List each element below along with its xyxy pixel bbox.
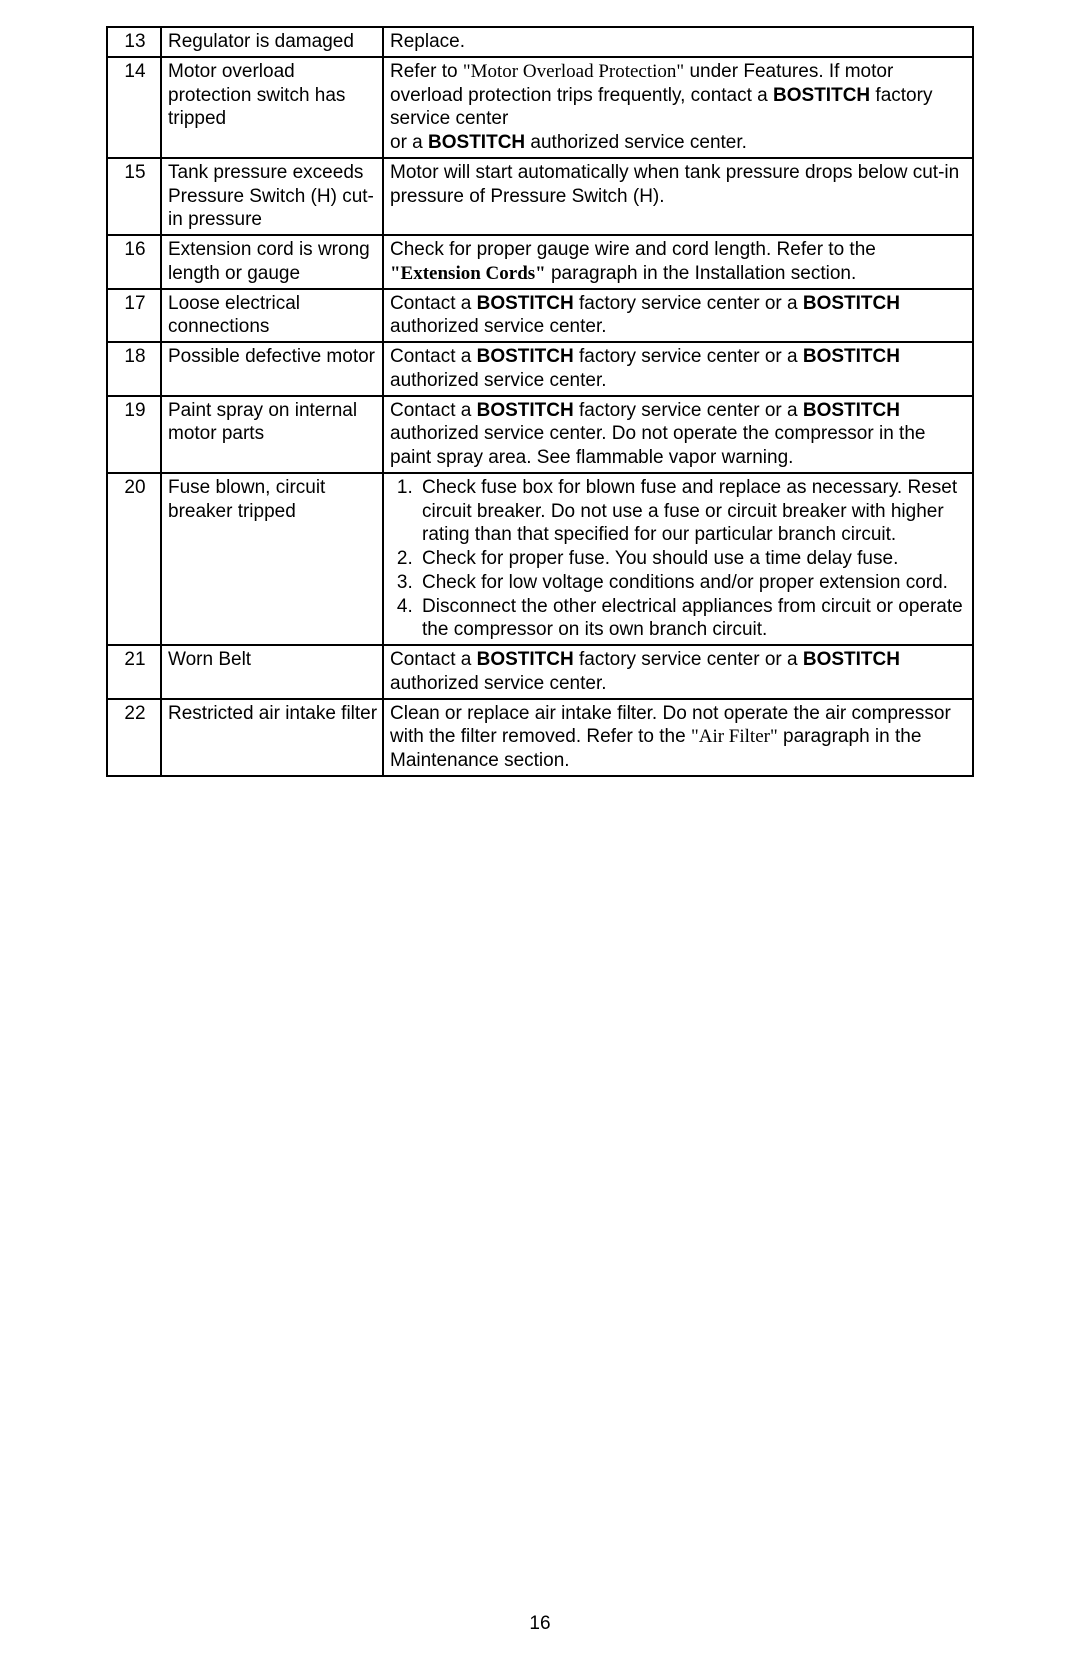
row-solution: Clean or replace air intake filter. Do n… (383, 699, 973, 776)
table-row: 19Paint spray on internal motor partsCon… (107, 396, 973, 473)
table-row: 15Tank pressure exceeds Pressure Switch … (107, 158, 973, 235)
row-solution: Check fuse box for blown fuse and replac… (383, 473, 973, 645)
row-number: 17 (107, 289, 161, 343)
row-number: 21 (107, 645, 161, 699)
row-cause: Restricted air intake filter (161, 699, 383, 776)
row-solution: Replace. (383, 27, 973, 57)
row-cause: Regulator is damaged (161, 27, 383, 57)
solution-list-item: Disconnect the other electrical applianc… (418, 595, 968, 643)
row-cause: Tank pressure exceeds Pressure Switch (H… (161, 158, 383, 235)
row-solution: Contact a BOSTITCH factory service cente… (383, 289, 973, 343)
row-cause: Loose electrical connections (161, 289, 383, 343)
row-solution: Contact a BOSTITCH factory service cente… (383, 342, 973, 396)
row-solution: Check for proper gauge wire and cord len… (383, 235, 973, 289)
table-row: 16Extension cord is wrong length or gaug… (107, 235, 973, 289)
row-solution: Contact a BOSTITCH factory service cente… (383, 645, 973, 699)
row-solution: Contact a BOSTITCH factory service cente… (383, 396, 973, 473)
row-solution: Refer to "Motor Overload Protection" und… (383, 57, 973, 158)
row-number: 20 (107, 473, 161, 645)
table-row: 14Motor overload protection switch has t… (107, 57, 973, 158)
row-solution: Motor will start automatically when tank… (383, 158, 973, 235)
row-cause: Possible defective motor (161, 342, 383, 396)
table-row: 21Worn BeltContact a BOSTITCH factory se… (107, 645, 973, 699)
row-cause: Paint spray on internal motor parts (161, 396, 383, 473)
row-cause: Worn Belt (161, 645, 383, 699)
row-number: 22 (107, 699, 161, 776)
page-content: 13Regulator is damagedReplace.14Motor ov… (0, 0, 1080, 777)
row-number: 18 (107, 342, 161, 396)
solution-list: Check fuse box for blown fuse and replac… (390, 476, 968, 642)
table-row: 20Fuse blown, circuit breaker tripped Che… (107, 473, 973, 645)
row-number: 15 (107, 158, 161, 235)
row-number: 13 (107, 27, 161, 57)
solution-list-item: Check fuse box for blown fuse and replac… (418, 476, 968, 547)
table-row: 17Loose electrical connectionsContact a … (107, 289, 973, 343)
solution-list-item: Check for low voltage conditions and/or … (418, 571, 968, 595)
row-cause: Extension cord is wrong length or gauge (161, 235, 383, 289)
table-row: 22Restricted air intake filterClean or r… (107, 699, 973, 776)
row-cause: Motor overload protection switch has tri… (161, 57, 383, 158)
row-cause: Fuse blown, circuit breaker tripped (161, 473, 383, 645)
table-row: 13Regulator is damagedReplace. (107, 27, 973, 57)
troubleshooting-table: 13Regulator is damagedReplace.14Motor ov… (106, 26, 974, 777)
table-row: 18Possible defective motorContact a BOST… (107, 342, 973, 396)
row-number: 16 (107, 235, 161, 289)
row-number: 19 (107, 396, 161, 473)
solution-list-item: Check for proper fuse. You should use a … (418, 547, 968, 571)
page-number: 16 (0, 1613, 1080, 1635)
row-number: 14 (107, 57, 161, 158)
